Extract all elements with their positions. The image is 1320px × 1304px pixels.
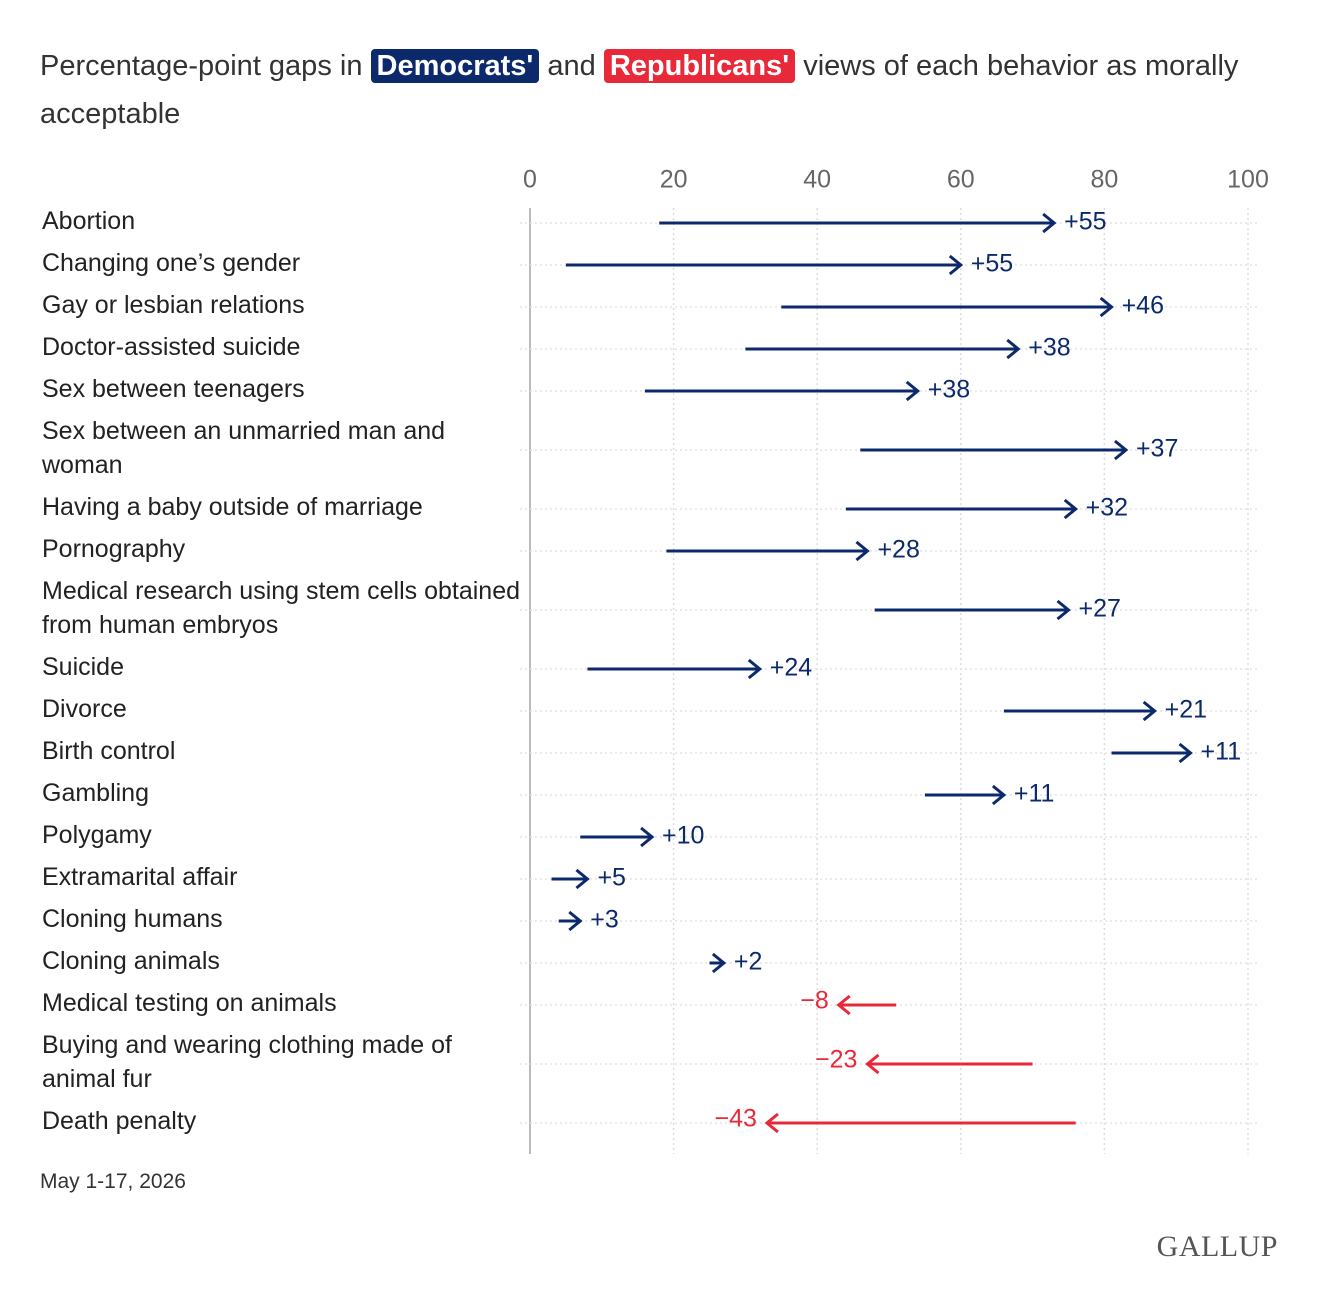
category-label: Polygamy — [42, 821, 152, 849]
gap-label: +11 — [1014, 780, 1055, 808]
arrow — [845, 498, 1079, 520]
category-label: Gay or lesbian relations — [42, 291, 305, 319]
category-label: Birth control — [42, 737, 176, 765]
chart-title: Percentage-point gaps in Democrats' and … — [40, 42, 1290, 138]
title-text: and — [547, 50, 596, 82]
x-tick-label: 0 — [523, 166, 537, 194]
arrow-head — [855, 540, 870, 562]
category-label: Buying and wearing clothing made of anim… — [42, 1031, 452, 1093]
gap-label: +10 — [662, 822, 704, 850]
gap-label: +28 — [877, 536, 919, 564]
category-label: Extramarital affair — [42, 863, 238, 891]
x-tick-label: 80 — [1090, 166, 1118, 194]
arrow — [836, 994, 897, 1016]
x-tick-label: 20 — [660, 166, 688, 194]
gap-label: +2 — [734, 948, 763, 976]
logo: GALLUP — [1156, 1230, 1278, 1263]
arrow-head — [1178, 742, 1193, 764]
category-label: Suicide — [42, 653, 124, 681]
arrow-head — [1113, 439, 1129, 461]
category-label: Changing one’s gender — [42, 249, 301, 277]
arrow — [558, 910, 583, 932]
arrow-head — [711, 952, 727, 974]
arrow-head — [1099, 296, 1114, 318]
arrow — [781, 296, 1114, 318]
gap-label: −43 — [715, 1105, 757, 1133]
arrow-head — [568, 910, 583, 932]
category-label: Pornography — [42, 535, 186, 563]
arrow — [860, 439, 1129, 461]
arrow — [644, 380, 921, 402]
arrow-head — [764, 1112, 779, 1134]
gap-label: −23 — [815, 1046, 857, 1074]
gap-label: −8 — [800, 987, 829, 1015]
category-label: Medical testing on animals — [42, 989, 337, 1017]
gap-label: +5 — [597, 864, 626, 892]
footnote: May 1-17, 2026 — [40, 1170, 186, 1193]
arrow-head — [575, 868, 590, 890]
category-label: Gambling — [42, 779, 149, 807]
arrow — [580, 826, 655, 848]
arrow — [874, 599, 1071, 621]
legend-democrats: Democrats' — [370, 49, 540, 83]
arrow — [745, 338, 1021, 360]
arrow-head — [991, 784, 1007, 806]
arrow — [1111, 742, 1193, 764]
gap-label: +55 — [1064, 208, 1106, 236]
gap-label: +24 — [770, 654, 813, 682]
arrow — [666, 540, 870, 562]
arrow — [709, 952, 727, 974]
category-label: Cloning animals — [42, 947, 220, 975]
category-label: Divorce — [42, 695, 127, 723]
arrow — [587, 658, 763, 680]
gap-label: +38 — [1028, 334, 1070, 362]
arrow-head — [1063, 498, 1079, 520]
x-tick-label: 60 — [947, 166, 975, 194]
arrow-head — [865, 1053, 880, 1075]
arrow-head — [1056, 599, 1071, 621]
gap-label: +3 — [590, 906, 619, 934]
gap-label: +27 — [1079, 595, 1121, 623]
gap-label: +32 — [1086, 494, 1128, 522]
title-text: Percentage-point gaps in — [40, 50, 363, 82]
gap-label: +11 — [1201, 738, 1242, 766]
arrow — [565, 254, 964, 276]
category-label: Abortion — [42, 207, 136, 235]
category-label: Sex between an unmarried man and woman — [42, 417, 446, 479]
gap-label: +37 — [1136, 435, 1178, 463]
arrow — [764, 1112, 1076, 1134]
category-label: Doctor-assisted suicide — [42, 333, 301, 361]
arrow-head — [640, 826, 655, 848]
category-label: Cloning humans — [42, 905, 223, 933]
category-label: Medical research using stem cells obtain… — [42, 577, 521, 639]
arrow-head — [1042, 212, 1057, 234]
arrow — [924, 784, 1007, 806]
arrow — [659, 212, 1057, 234]
category-label: Sex between teenagers — [42, 375, 305, 403]
gap-label: +21 — [1165, 696, 1207, 724]
gap-label: +46 — [1122, 292, 1164, 320]
x-tick-label: 100 — [1227, 166, 1269, 194]
gap-label: +55 — [971, 250, 1013, 278]
arrow — [1003, 700, 1158, 722]
x-tick-label: 40 — [803, 166, 831, 194]
arrow-head — [1006, 338, 1021, 360]
arrow-head — [1142, 700, 1158, 722]
legend-republicans: Republicans' — [603, 49, 796, 83]
arrow — [551, 868, 590, 890]
arrow-head — [948, 254, 964, 276]
arrow-head — [836, 994, 851, 1016]
gap-label: +38 — [928, 376, 970, 404]
arrow-head — [747, 658, 763, 680]
arrow-head — [905, 380, 921, 402]
category-label: Death penalty — [42, 1107, 197, 1135]
category-label: Having a baby outside of marriage — [42, 493, 423, 521]
arrow — [865, 1053, 1033, 1075]
title-text: views of each behavior as morally accept… — [40, 50, 1239, 130]
